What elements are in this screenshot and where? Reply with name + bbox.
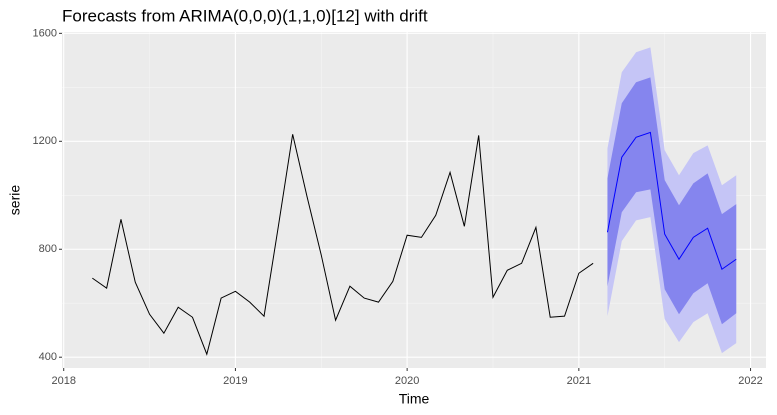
y-tick-label: 400 (39, 351, 57, 363)
x-tick-label: 2022 (738, 375, 762, 387)
x-axis-label: Time (399, 391, 430, 407)
x-tick-label: 2021 (567, 375, 591, 387)
y-tick-label: 1600 (33, 27, 57, 39)
chart-title: Forecasts from ARIMA(0,0,0)(1,1,0)[12] w… (62, 6, 428, 25)
x-tick-label: 2020 (395, 375, 419, 387)
x-tick-label: 2019 (223, 375, 247, 387)
y-tick-label: 800 (39, 243, 57, 255)
y-tick-label: 1200 (33, 135, 57, 147)
y-axis-label: serie (7, 185, 23, 216)
band-80 (607, 77, 737, 325)
history-line (92, 134, 594, 356)
forecast-line (606, 131, 737, 271)
x-tick-label: 2018 (51, 375, 75, 387)
